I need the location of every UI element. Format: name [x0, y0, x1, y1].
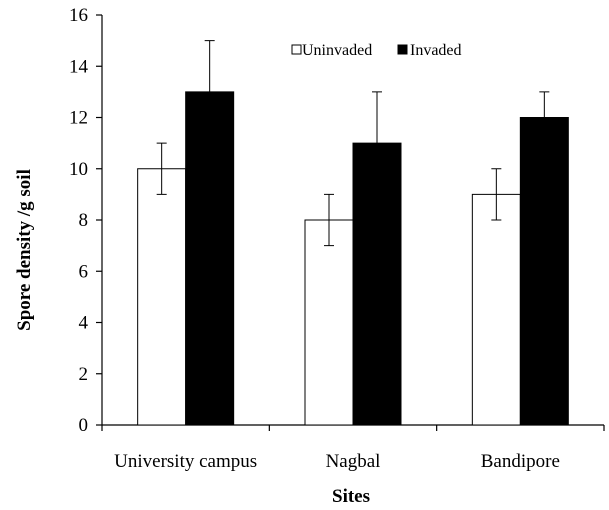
- y-tick-label: 10: [69, 159, 88, 180]
- bar-invaded-3: [519, 117, 569, 426]
- y-tick-label: 6: [79, 261, 89, 282]
- bar-uninvaded-3: [471, 193, 521, 426]
- y-tick-label: 14: [69, 56, 89, 77]
- legend-swatch-invaded: [397, 44, 408, 55]
- y-tick-label: 0: [79, 415, 89, 436]
- legend-label-uninvaded: Uninvaded: [302, 42, 372, 59]
- y-tick-label: 2: [79, 364, 89, 385]
- y-tick-label: 8: [79, 210, 89, 231]
- x-tick-label: Bandipore: [481, 451, 560, 472]
- x-tick-label: University campus: [114, 451, 257, 472]
- x-axis-title: Sites: [332, 486, 370, 507]
- legend-label-invaded: Invaded: [410, 42, 462, 59]
- bar-uninvaded-2: [304, 219, 354, 426]
- y-tick-label: 16: [69, 5, 88, 26]
- y-axis-title: Spore density /g soil: [14, 169, 35, 331]
- legend-swatch-uninvaded: [291, 44, 302, 55]
- y-tick-label: 12: [69, 108, 88, 129]
- bar-invaded-2: [352, 142, 402, 426]
- legend: Uninvaded Invaded: [291, 42, 462, 59]
- x-tick-label: Nagbal: [326, 451, 381, 472]
- bar-uninvaded-1: [137, 168, 187, 426]
- plot-area: 0 2 4 6 8 10 12 14 16 University campus Nagbal Band…: [69, 5, 605, 472]
- bar-invaded-1: [185, 91, 235, 426]
- y-tick-label: 4: [79, 313, 89, 334]
